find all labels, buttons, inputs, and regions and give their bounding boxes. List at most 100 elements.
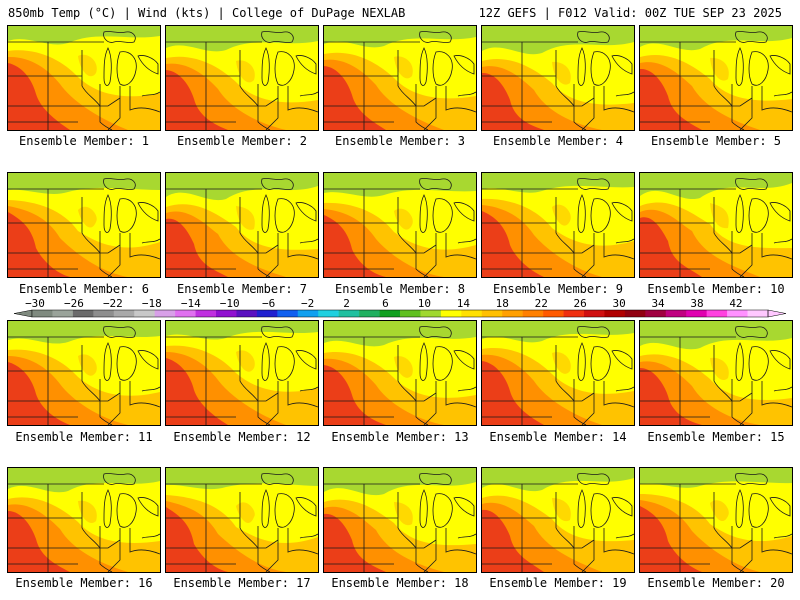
- ensemble-member-label: Ensemble Member: 6: [18, 282, 150, 296]
- colorbar-swatch: [32, 310, 53, 317]
- ensemble-member-label: Ensemble Member: 1: [18, 134, 150, 148]
- colorbar-tick-label: 26: [574, 298, 587, 310]
- colorbar-swatch: [461, 310, 483, 317]
- ensemble-member-label: Ensemble Member: 7: [176, 282, 308, 296]
- temperature-map: [640, 468, 792, 572]
- colorbar-tick-label: −26: [64, 298, 84, 310]
- colorbar-swatch: [297, 310, 319, 317]
- colorbar-swatch: [420, 310, 442, 317]
- colorbar-swatch: [216, 310, 237, 317]
- ensemble-member-label: Ensemble Member: 16: [15, 576, 153, 590]
- colorbar-tick-label: −6: [262, 298, 275, 310]
- colorbar-swatch: [93, 310, 115, 317]
- colorbar-swatch: [52, 310, 74, 317]
- colorbar-swatch: [440, 310, 462, 317]
- ensemble-member-panel: [481, 320, 635, 426]
- colorbar-swatch: [584, 310, 605, 317]
- ensemble-member-panel: [639, 467, 793, 573]
- temperature-map: [482, 321, 634, 425]
- colorbar-arrow-low: [13, 309, 33, 318]
- colorbar-tick-label: 34: [651, 298, 665, 310]
- ensemble-member-panel: [165, 467, 319, 573]
- colorbar-swatch: [604, 310, 626, 317]
- temperature-map: [166, 468, 318, 572]
- colorbar-tick-label: 30: [613, 298, 626, 310]
- colorbar-swatch: [747, 310, 769, 317]
- temperature-map: [640, 26, 792, 130]
- ensemble-member-label: Ensemble Member: 14: [489, 430, 627, 444]
- colorbar-tick-label: 42: [729, 298, 742, 310]
- ensemble-member-panel: [165, 172, 319, 278]
- ensemble-member-label: Ensemble Member: 12: [173, 430, 311, 444]
- ensemble-member-label: Ensemble Member: 8: [334, 282, 466, 296]
- temperature-map: [640, 321, 792, 425]
- colorbar-tick-label: −10: [220, 298, 240, 310]
- ensemble-member-panel: [481, 172, 635, 278]
- ensemble-member-panel: [165, 320, 319, 426]
- colorbar-tick-label: −18: [142, 298, 162, 310]
- temperature-map: [324, 321, 476, 425]
- colorbar-tick-label: 18: [496, 298, 509, 310]
- colorbar-swatch: [195, 310, 217, 317]
- ensemble-member-label: Ensemble Member: 4: [492, 134, 624, 148]
- colorbar-swatch: [256, 310, 278, 317]
- colorbar-swatch: [543, 310, 564, 317]
- colorbar-swatch: [175, 310, 196, 317]
- temperature-map: [482, 468, 634, 572]
- ensemble-member-label: Ensemble Member: 18: [331, 576, 469, 590]
- temperature-map: [482, 173, 634, 277]
- temperature-map: [8, 468, 160, 572]
- ensemble-member-panel: [323, 320, 477, 426]
- ensemble-member-panel: [7, 467, 161, 573]
- ensemble-member-label: Ensemble Member: 3: [334, 134, 466, 148]
- colorbar-swatch: [706, 310, 728, 317]
- colorbar-swatch: [522, 310, 544, 317]
- ensemble-member-panel: [323, 172, 477, 278]
- ensemble-member-label: Ensemble Member: 13: [331, 430, 469, 444]
- temperature-map: [324, 468, 476, 572]
- ensemble-member-panel: [481, 25, 635, 131]
- ensemble-member-panel: [7, 25, 161, 131]
- ensemble-member-label: Ensemble Member: 2: [176, 134, 308, 148]
- temperature-map: [482, 26, 634, 130]
- temperature-map: [8, 173, 160, 277]
- colorbar-swatch: [624, 310, 646, 317]
- colorbar-tick-label: 38: [690, 298, 703, 310]
- colorbar-swatch: [645, 310, 667, 317]
- ensemble-member-label: Ensemble Member: 19: [489, 576, 627, 590]
- colorbar-tick-label: 22: [535, 298, 548, 310]
- ensemble-member-panel: [639, 320, 793, 426]
- temperature-map: [324, 173, 476, 277]
- colorbar-swatch: [359, 310, 380, 317]
- colorbar-swatch: [277, 310, 299, 317]
- run-valid-time: 12Z GEFS | F012 Valid: 00Z TUE SEP 23 20…: [478, 6, 782, 20]
- ensemble-member-label: Ensemble Member: 17: [173, 576, 311, 590]
- colorbar-swatch: [502, 310, 523, 317]
- temperature-map: [640, 173, 792, 277]
- ensemble-member-label: Ensemble Member: 15: [647, 430, 785, 444]
- colorbar-swatch: [154, 310, 176, 317]
- ensemble-member-panel: [323, 467, 477, 573]
- colorbar-swatch: [379, 310, 401, 317]
- colorbar-swatch: [113, 310, 135, 317]
- colorbar-tick-label: 10: [418, 298, 431, 310]
- colorbar-swatch: [236, 310, 258, 317]
- colorbar-swatch: [318, 310, 339, 317]
- ensemble-member-panel: [165, 25, 319, 131]
- colorbar-swatch: [563, 310, 585, 317]
- temperature-map: [8, 321, 160, 425]
- temperature-map: [166, 26, 318, 130]
- colorbar-tick-label: −22: [103, 298, 123, 310]
- ensemble-member-panel: [481, 467, 635, 573]
- temperature-map: [166, 173, 318, 277]
- colorbar-arrow-high: [767, 309, 787, 318]
- ensemble-member-label: Ensemble Member: 20: [647, 576, 785, 590]
- ensemble-member-label: Ensemble Member: 9: [492, 282, 624, 296]
- ensemble-member-panel: [7, 320, 161, 426]
- ensemble-member-panel: [639, 172, 793, 278]
- colorbar-swatch: [134, 310, 155, 317]
- colorbar-tick-label: 6: [382, 298, 389, 310]
- temperature-map: [8, 26, 160, 130]
- temperature-map: [166, 321, 318, 425]
- colorbar-swatch: [481, 310, 503, 317]
